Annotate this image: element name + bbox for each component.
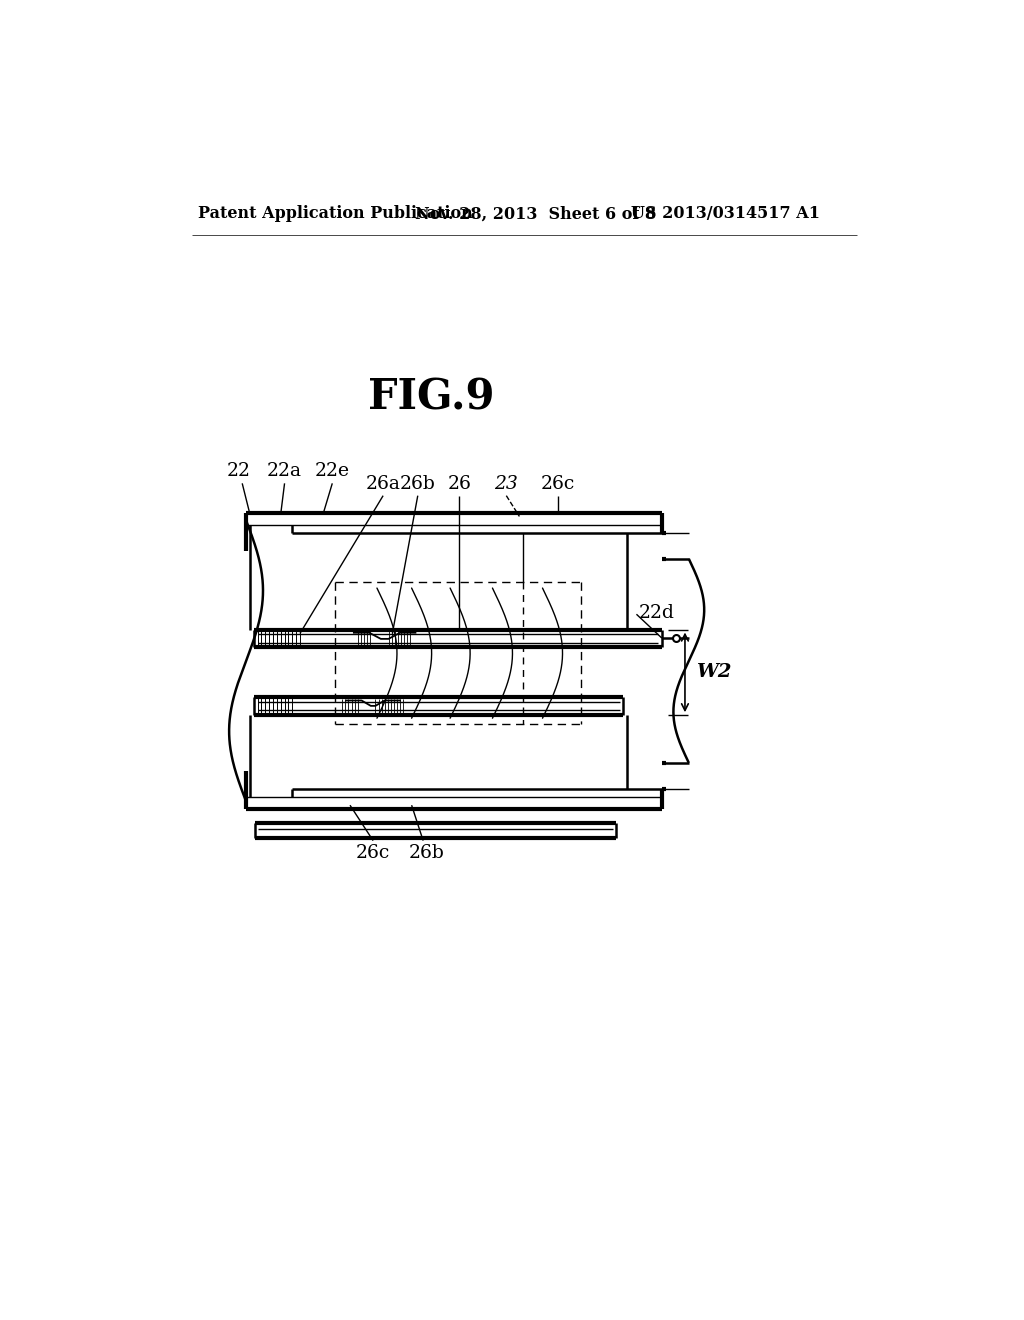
Text: 26a: 26a (366, 475, 400, 492)
Text: 22: 22 (226, 462, 250, 480)
Text: 26b: 26b (399, 475, 435, 492)
Text: US 2013/0314517 A1: US 2013/0314517 A1 (631, 206, 820, 222)
Text: Nov. 28, 2013  Sheet 6 of 8: Nov. 28, 2013 Sheet 6 of 8 (416, 206, 656, 222)
Text: 26c: 26c (541, 475, 575, 492)
Text: Patent Application Publication: Patent Application Publication (199, 206, 473, 222)
Text: 23: 23 (495, 475, 518, 492)
Text: 26b: 26b (409, 843, 445, 862)
Text: 26c: 26c (356, 843, 390, 862)
Text: 22e: 22e (314, 462, 350, 480)
Text: FIG.9: FIG.9 (368, 376, 495, 418)
Text: 22d: 22d (639, 603, 675, 622)
Text: 26: 26 (447, 475, 471, 492)
Text: 22a: 22a (267, 462, 302, 480)
Text: W2: W2 (695, 664, 731, 681)
